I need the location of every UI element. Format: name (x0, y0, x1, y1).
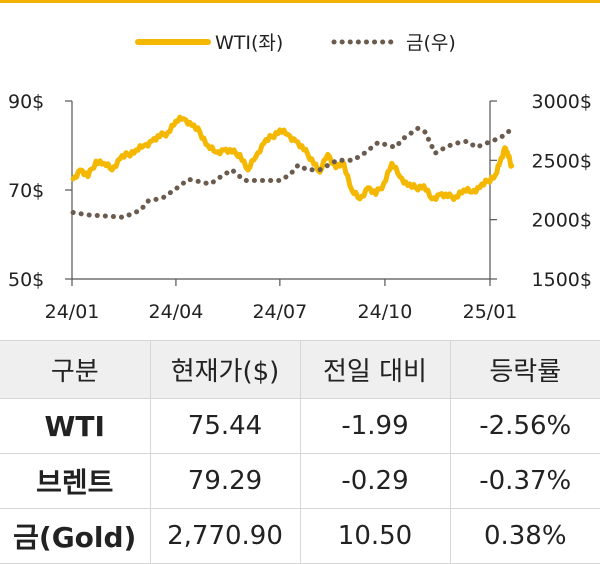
header-change-rate: 등락률 (449, 340, 600, 399)
current-price-cell: 75.44 (149, 398, 300, 454)
table-header-row: 구분 현재가($) 전일 대비 등락률 (0, 340, 600, 399)
oil-gold-line-chart: 90$ 70$ 50$ 3000$ 2500$ 2000$ 1500$ 24/01 24/04 2… (8, 32, 592, 323)
left-axis-tick-label: 50$ (8, 269, 44, 291)
left-axis-tick-label: 70$ (8, 180, 44, 202)
price-table: 구분 현재가($) 전일 대비 등락률 WTI 75.44 -1.99 -2.5… (0, 340, 600, 564)
x-axis-tick-label: 24/01 (45, 301, 100, 323)
gold-price-line (70, 125, 515, 220)
x-axis-tick-label: 24/04 (149, 301, 204, 323)
daily-change-cell: -1.99 (299, 398, 450, 454)
right-axis-tick-label: 2500$ (532, 150, 592, 172)
x-axis-tick-label: 24/10 (358, 301, 413, 323)
legend-wti-label: WTI(좌) (215, 32, 283, 54)
right-axis-tick-label: 1500$ (532, 269, 592, 291)
change-rate-cell: -0.37% (449, 453, 600, 509)
change-rate-cell: -2.56% (449, 398, 600, 454)
daily-change-cell: -0.29 (299, 453, 450, 509)
x-axis-tick-label: 25/01 (463, 301, 518, 323)
row-label: 브렌트 (0, 453, 150, 509)
change-rate-cell: 0.38% (449, 508, 600, 564)
legend-gold-label: 금(우) (406, 32, 456, 54)
header-daily-change: 전일 대비 (299, 340, 450, 399)
table-row: 브렌트 79.29 -0.29 -0.37% (0, 453, 600, 509)
header-current-price: 현재가($) (149, 340, 300, 399)
row-label: WTI (0, 398, 150, 454)
right-axis-tick-label: 3000$ (532, 91, 592, 113)
left-axis-tick-label: 90$ (8, 91, 44, 113)
x-axis-tick-label: 24/07 (252, 301, 307, 323)
current-price-cell: 79.29 (149, 453, 300, 509)
table-row: WTI 75.44 -1.99 -2.56% (0, 398, 600, 454)
top-accent-rule (0, 0, 600, 3)
table-row: 금(Gold) 2,770.90 10.50 0.38% (0, 508, 600, 564)
daily-change-cell: 10.50 (299, 508, 450, 564)
row-label: 금(Gold) (0, 508, 150, 564)
current-price-cell: 2,770.90 (149, 508, 300, 564)
header-category: 구분 (0, 340, 150, 399)
right-axis-tick-label: 2000$ (532, 210, 592, 232)
wti-price-line (70, 114, 515, 202)
